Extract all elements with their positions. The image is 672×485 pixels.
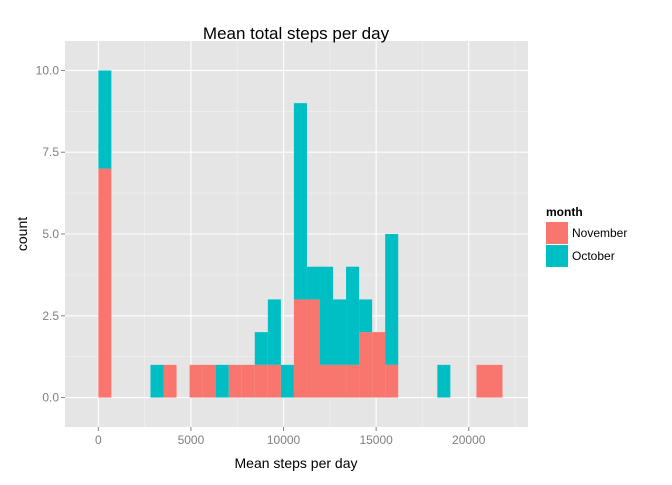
legend-key-october — [546, 245, 568, 267]
x-axis-title: Mean steps per day — [235, 455, 358, 471]
bar-october — [150, 364, 164, 398]
legend-title: month — [546, 205, 583, 219]
x-tick-label: 0 — [95, 433, 102, 447]
bar-october — [319, 266, 334, 365]
bar-november — [163, 364, 177, 398]
x-tick-label: 5000 — [178, 433, 205, 447]
bar-november — [267, 364, 281, 398]
bar-november — [385, 364, 399, 398]
y-tick-label: 7.5 — [42, 145, 59, 159]
y-tick-label: 10.0 — [36, 63, 60, 77]
y-tick-label: 0.0 — [42, 391, 59, 405]
bar-october — [306, 266, 320, 300]
legend: month November October — [546, 205, 627, 267]
bar-november — [489, 364, 503, 398]
y-tick-label: 5.0 — [42, 227, 59, 241]
bars — [98, 70, 503, 398]
bar-november — [319, 364, 334, 398]
bar-october — [267, 299, 281, 365]
bar-november — [189, 364, 203, 398]
y-axis: 0.0 2.5 5.0 7.5 10.0 — [36, 63, 65, 405]
bar-october — [385, 234, 399, 365]
bar-october — [346, 266, 360, 365]
x-tick-label: 15000 — [359, 433, 393, 447]
bar-november — [241, 364, 255, 398]
bar-november — [306, 299, 320, 398]
x-axis: 0 5000 10000 15000 20000 — [95, 427, 486, 447]
legend-label-november: November — [572, 226, 627, 240]
bar-november — [359, 332, 373, 398]
bar-november — [346, 364, 360, 398]
bar-november — [98, 168, 112, 398]
bar-october — [359, 299, 373, 333]
chart-title: Mean total steps per day — [203, 24, 390, 43]
legend-key-november — [546, 222, 568, 244]
bar-november — [228, 364, 242, 398]
x-tick-label: 10000 — [267, 433, 301, 447]
x-tick-label: 20000 — [452, 433, 486, 447]
bar-november — [293, 299, 307, 398]
bar-november — [333, 364, 347, 398]
bar-october — [333, 299, 347, 365]
bar-november — [372, 332, 386, 398]
bar-october — [254, 332, 268, 365]
y-tick-label: 2.5 — [42, 309, 59, 323]
bar-november — [202, 364, 216, 398]
bar-november — [254, 364, 268, 398]
bar-october — [98, 70, 112, 169]
y-axis-title: count — [14, 217, 30, 251]
bar-october — [293, 103, 307, 300]
bar-october — [437, 364, 451, 398]
bar-october — [280, 364, 294, 398]
bar-october — [215, 364, 229, 398]
bar-november — [476, 364, 490, 398]
legend-label-october: October — [572, 249, 615, 263]
